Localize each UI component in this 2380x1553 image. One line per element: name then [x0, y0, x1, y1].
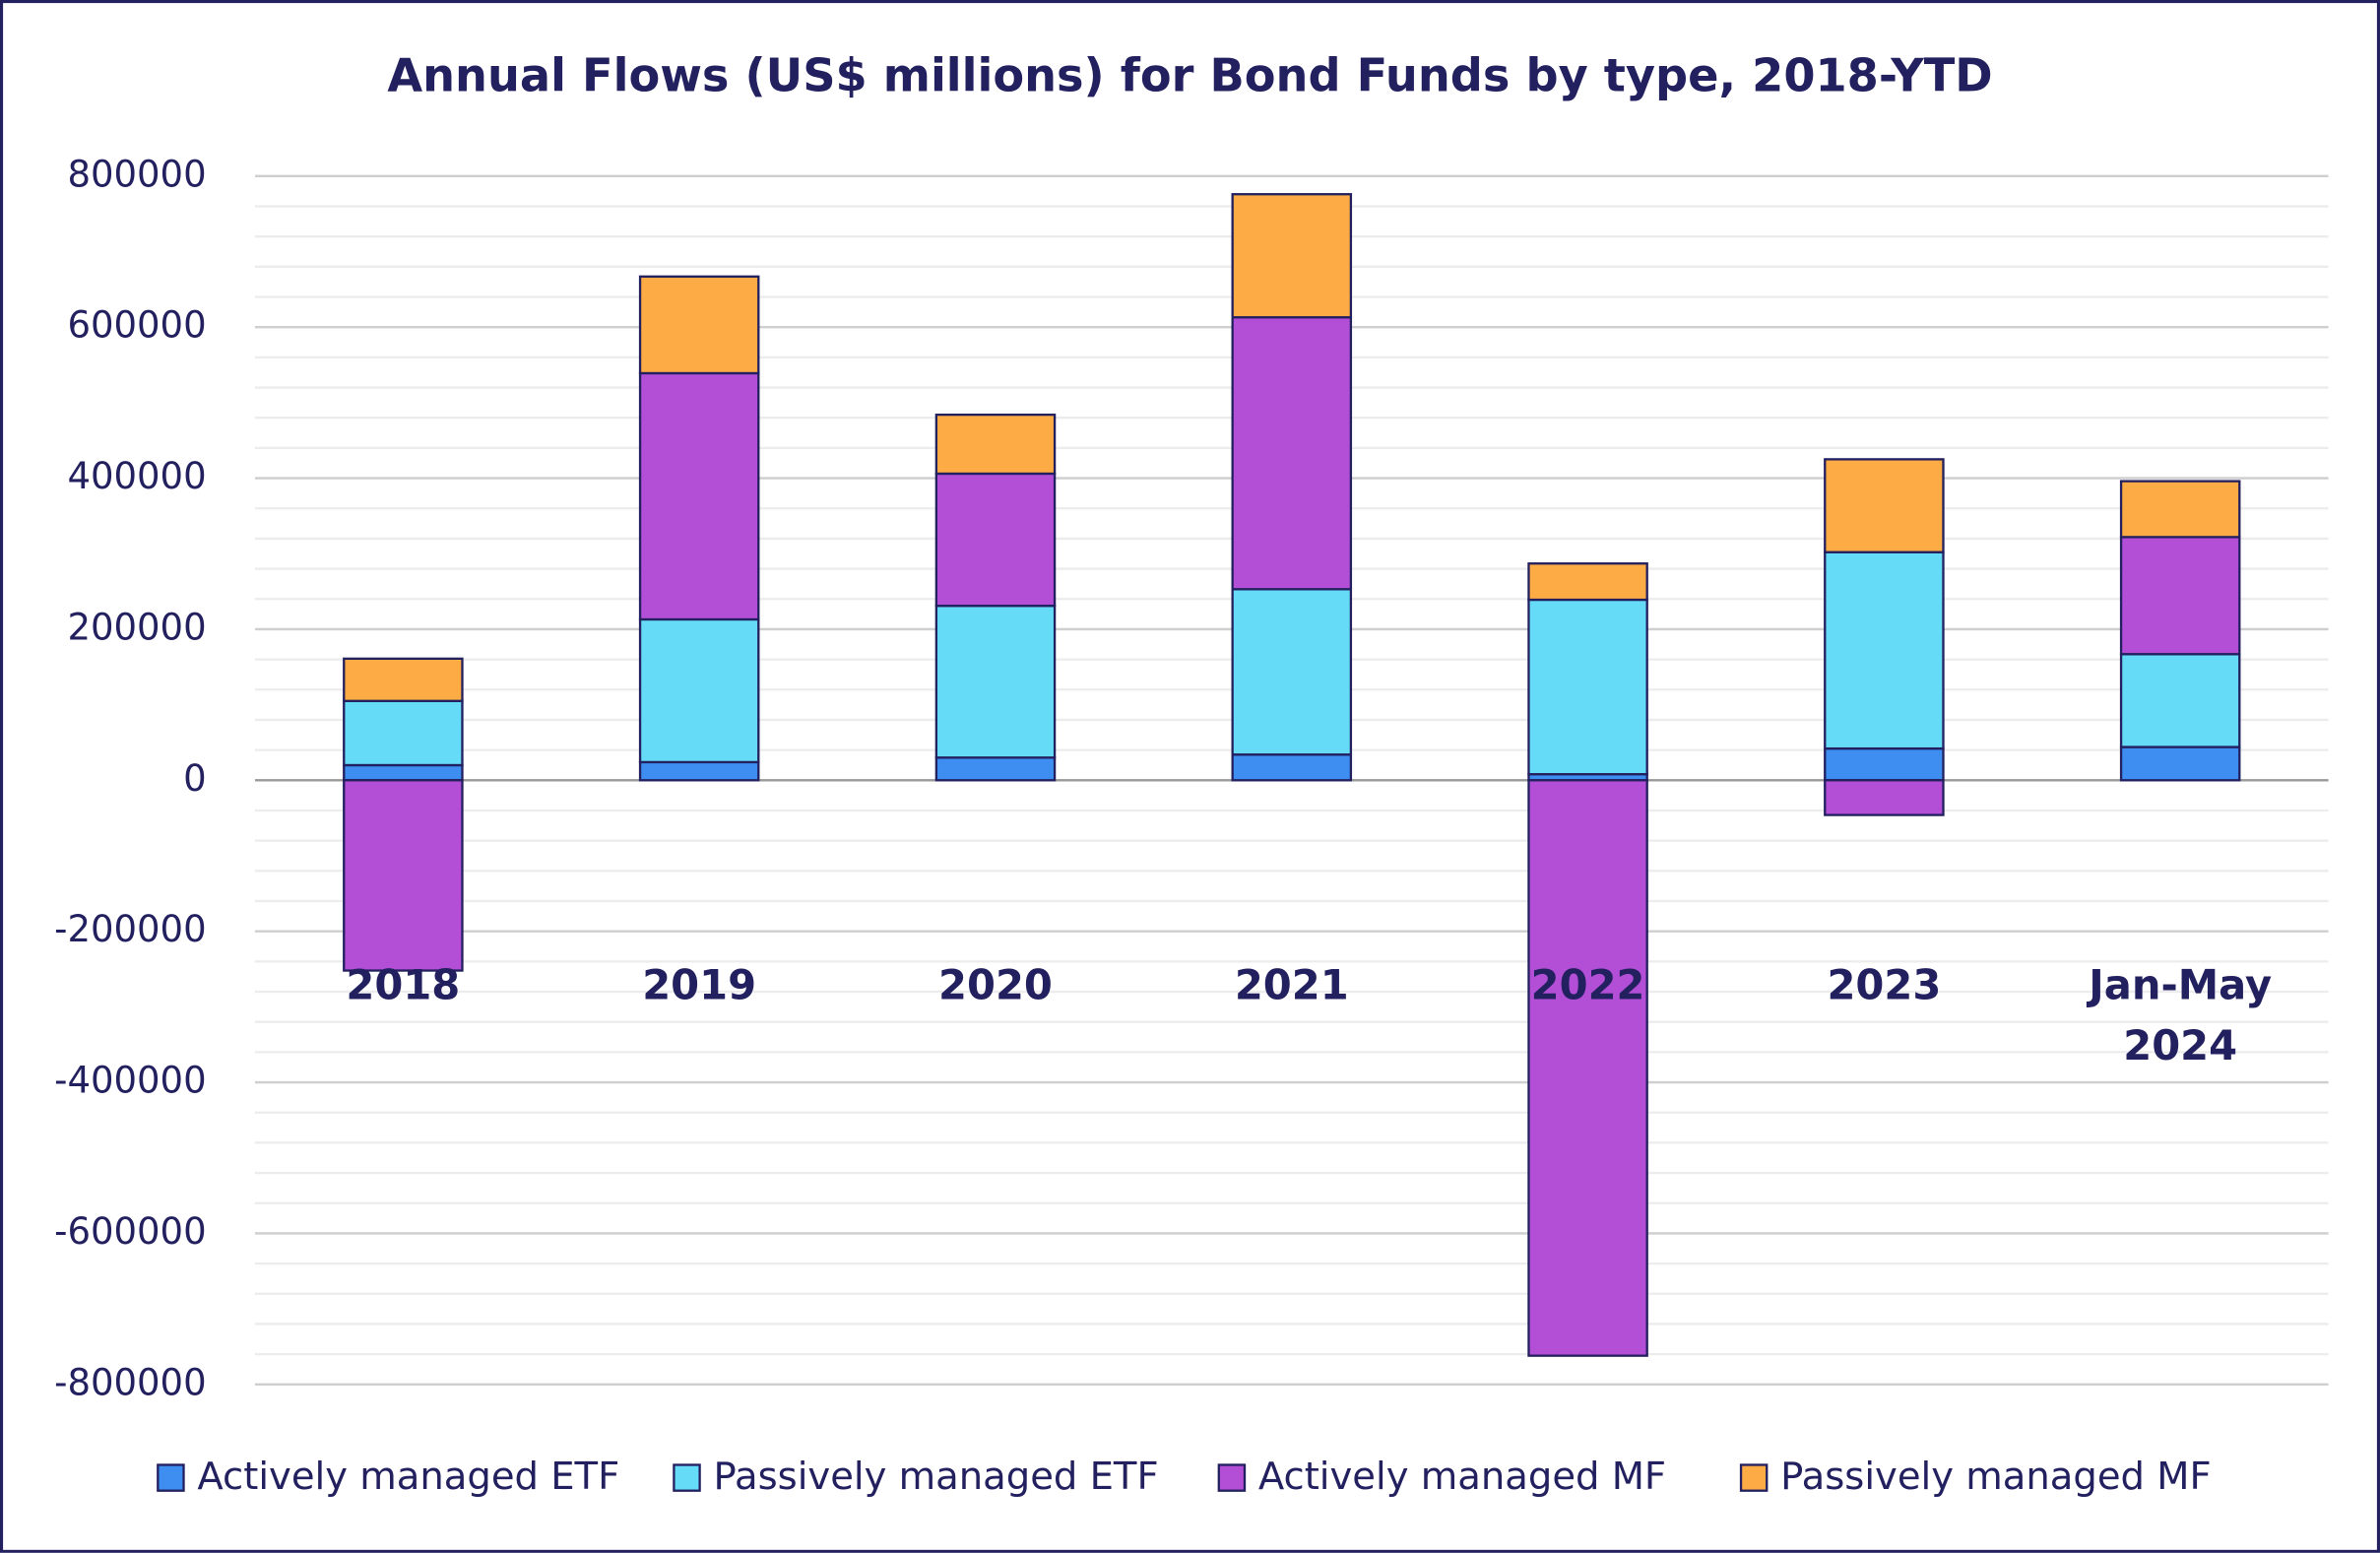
bar-segment [343, 699, 464, 767]
y-tick-label: 200000 [67, 606, 206, 648]
legend-label: Passively managed MF [1780, 1455, 2212, 1499]
bar-segment [1231, 753, 1353, 782]
y-tick-label: 800000 [67, 153, 206, 195]
y-tick-label: -600000 [54, 1210, 207, 1253]
bar-segment [1824, 746, 1945, 782]
bar-segment [1527, 598, 1648, 776]
y-tick-label: 400000 [67, 455, 206, 497]
legend-label: Actively managed MF [1258, 1455, 1666, 1499]
bar-segment [2119, 745, 2241, 782]
bar-segment [2119, 480, 2241, 539]
bar-segment [638, 617, 760, 764]
bar-segment [343, 657, 464, 702]
bar-segment [2119, 653, 2241, 748]
y-tick-label: -200000 [54, 908, 207, 950]
bar-segment [934, 413, 1057, 476]
x-tick-label: 2020 [938, 962, 1053, 1010]
bar-segment [343, 779, 464, 972]
bar-segment [1824, 458, 1945, 553]
y-tick-label: 0 [183, 757, 207, 800]
legend-swatch [673, 1463, 701, 1492]
x-tick-label: 2019 [642, 962, 757, 1010]
legend-swatch [157, 1463, 185, 1492]
bar-segment [1231, 588, 1353, 756]
x-tick-label: 2018 [346, 962, 461, 1010]
legend-label: Passively managed ETF [713, 1455, 1158, 1499]
bar-segment [1231, 316, 1353, 591]
x-tick-label: 2022 [1530, 962, 1645, 1010]
bar-segment [1527, 779, 1648, 1357]
legend-swatch [1217, 1463, 1247, 1492]
bar-segment [1231, 193, 1353, 319]
bar-segment [638, 371, 760, 621]
legend-label: Actively managed ETF [197, 1455, 619, 1499]
bar-segment [2119, 536, 2241, 656]
legend-swatch [1739, 1463, 1769, 1492]
y-tick-label: -800000 [54, 1361, 207, 1403]
bar-segment [934, 472, 1057, 608]
bar-segment [343, 763, 464, 782]
chart-title: Annual Flows (US$ millions) for Bond Fun… [387, 49, 1992, 102]
x-tick-label: Jan-May 2024 [2089, 962, 2273, 1070]
bar-segment [934, 605, 1057, 759]
y-tick-label: -400000 [54, 1060, 207, 1102]
bar-segment [934, 756, 1057, 782]
x-tick-label: 2023 [1827, 962, 1942, 1010]
bar-segment [1824, 550, 1945, 750]
x-tick-label: 2021 [1234, 962, 1349, 1010]
bar-segment [1527, 562, 1648, 602]
bar-segment [638, 275, 760, 375]
y-tick-label: 600000 [67, 304, 206, 347]
bar-segment [1824, 779, 1945, 816]
bar-segment [638, 760, 760, 782]
